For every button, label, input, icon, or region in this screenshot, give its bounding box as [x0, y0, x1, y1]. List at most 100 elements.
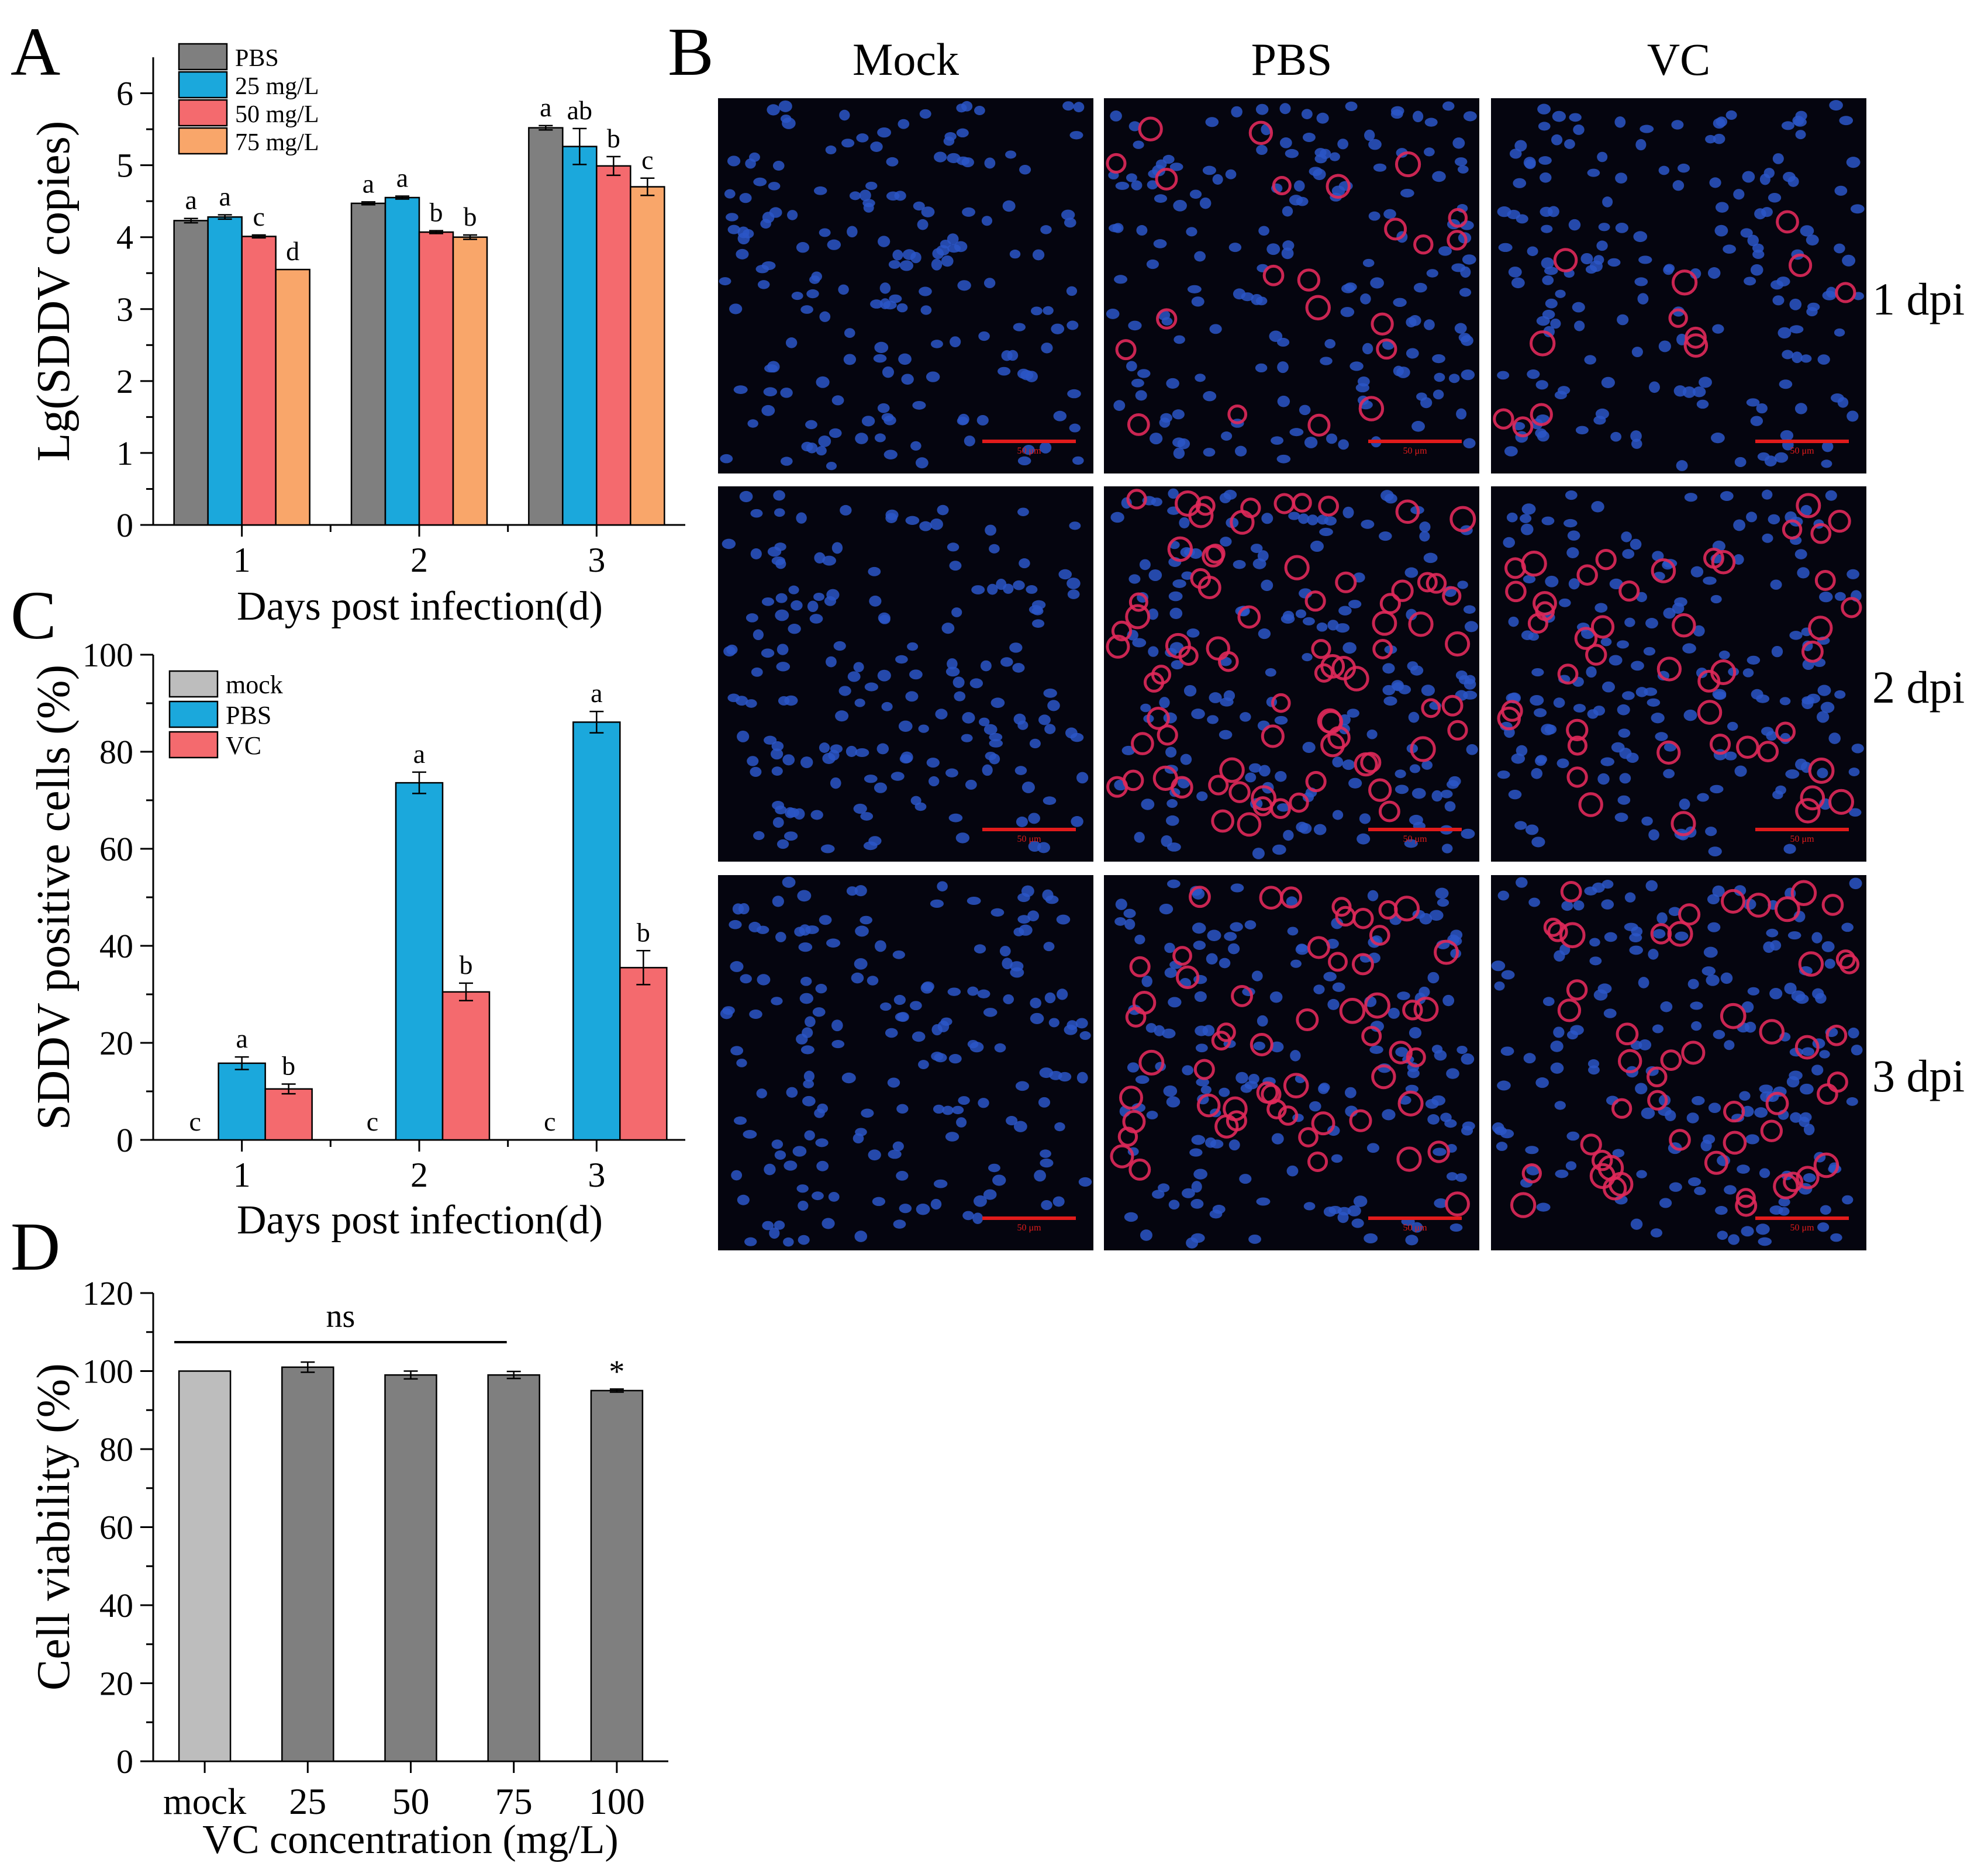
nucleus-dot: [947, 658, 958, 670]
nucleus-dot: [931, 258, 943, 271]
significance-letter: a: [591, 678, 602, 708]
nucleus-dot: [886, 157, 899, 167]
nucleus-dot: [1134, 832, 1145, 843]
infected-cell: [1371, 1064, 1396, 1090]
nucleus-dot: [1128, 320, 1142, 331]
nucleus-dot: [772, 160, 785, 171]
infected-cell: [1800, 785, 1825, 811]
nucleus-dot: [851, 972, 864, 984]
nucleus-dot: [1019, 558, 1030, 569]
nucleus-dot: [1464, 621, 1478, 632]
nucleus-dot: [1686, 1112, 1699, 1124]
nucleus-dot: [859, 189, 871, 202]
nucleus-dot: [1538, 122, 1551, 131]
nucleus-dot: [1411, 788, 1426, 799]
nucleus-dot: [877, 127, 891, 138]
nucleus-dot: [1069, 131, 1083, 140]
nucleus-dot: [1778, 1207, 1790, 1216]
nucleus-dot: [907, 642, 919, 651]
nucleus-dot: [1821, 459, 1832, 468]
nucleus-dot: [1186, 628, 1200, 638]
infected-cell: [1566, 766, 1588, 788]
y-tick-label: 6: [116, 75, 133, 113]
nucleus-dot: [753, 629, 764, 641]
nucleus-dot: [1759, 1168, 1770, 1178]
nucleus-dot: [819, 228, 831, 237]
nucleus-dot: [1531, 668, 1544, 677]
nucleus-dot: [1596, 240, 1608, 251]
scale-bar-label: 50 μm: [1403, 1223, 1427, 1233]
infected-cell: [1795, 798, 1821, 824]
nucleus-dot: [1633, 231, 1648, 243]
nucleus-dot: [1768, 192, 1782, 203]
nucleus-dot: [1688, 1177, 1701, 1187]
nucleus-dot: [898, 119, 910, 129]
nucleus-dot: [803, 1070, 815, 1082]
infected-cell: [1369, 925, 1390, 946]
nucleus-dot: [1421, 685, 1435, 696]
nucleus-dot: [1131, 180, 1143, 191]
nucleus-dot: [1114, 917, 1126, 926]
nucleus-dot: [1302, 132, 1316, 143]
nucleus-dot: [1006, 1115, 1018, 1126]
nucleus-dot: [1426, 269, 1438, 278]
bar: [487, 1374, 540, 1762]
nucleus-dot: [1167, 879, 1181, 889]
ns-label: ns: [326, 1298, 356, 1335]
nucleus-dot: [1442, 994, 1455, 1007]
nucleus-dot: [915, 457, 929, 469]
infected-cell: [1683, 333, 1709, 358]
y-axis-label: Cell viability (%): [28, 1363, 80, 1691]
nucleus-dot: [1017, 456, 1031, 466]
infected-cell: [1835, 282, 1856, 303]
infected-cell: [1616, 1022, 1639, 1046]
legend-label: PBS: [226, 701, 271, 730]
nucleus-dot: [1593, 989, 1608, 1001]
nucleus-dot: [1708, 846, 1722, 856]
infected-cell: [1553, 248, 1578, 272]
nucleus-dot: [1433, 1147, 1447, 1156]
infected-cell: [1647, 1090, 1668, 1111]
infected-cell: [1129, 956, 1151, 977]
nucleus-dot: [1393, 365, 1404, 376]
nucleus-dot: [1209, 1209, 1223, 1219]
nucleus-dot: [743, 1130, 757, 1139]
row-label: 1 dpi: [1872, 274, 1965, 324]
nucleus-dot: [1344, 1087, 1357, 1098]
infected-cell: [1828, 510, 1851, 533]
nucleus-dot: [972, 1212, 983, 1224]
infected-cell: [1651, 558, 1676, 583]
nucleus-dot: [1007, 350, 1019, 361]
infected-cell: [1557, 663, 1579, 685]
nucleus-dot: [1196, 1078, 1209, 1087]
infected-cell: [1216, 1022, 1236, 1042]
nucleus-dot: [933, 1104, 945, 1114]
nucleus-dot: [767, 104, 780, 116]
nucleus-dot: [1166, 1096, 1181, 1108]
nucleus-dot: [1031, 619, 1045, 628]
nucleus-dot: [1409, 764, 1421, 773]
nucleus-dot: [840, 504, 852, 516]
nucleus-dot: [1567, 530, 1580, 541]
nucleus-dot: [800, 1045, 814, 1055]
nucleus-dot: [1846, 1097, 1858, 1106]
nucleus-dot: [910, 1001, 922, 1011]
nucleus-dot: [1800, 354, 1812, 363]
nucleus-dot: [1769, 988, 1783, 1000]
nucleus-dot: [1431, 790, 1442, 802]
nucleus-dot: [1148, 646, 1159, 657]
nucleus-dot: [1113, 400, 1126, 411]
nucleus-dot: [853, 662, 864, 672]
nucleus-dot: [1569, 113, 1582, 122]
nucleus-dot: [1734, 885, 1747, 896]
nucleus-dot: [1761, 489, 1773, 500]
nucleus-dot: [984, 157, 996, 169]
nucleus-dot: [961, 101, 973, 112]
nucleus-dot: [1302, 653, 1313, 662]
nucleus-dot: [1078, 1177, 1092, 1187]
nucleus-dot: [1617, 795, 1631, 805]
nucleus-dot: [1168, 591, 1183, 602]
scale-bar: [982, 440, 1076, 443]
significance-letter: c: [641, 145, 653, 175]
